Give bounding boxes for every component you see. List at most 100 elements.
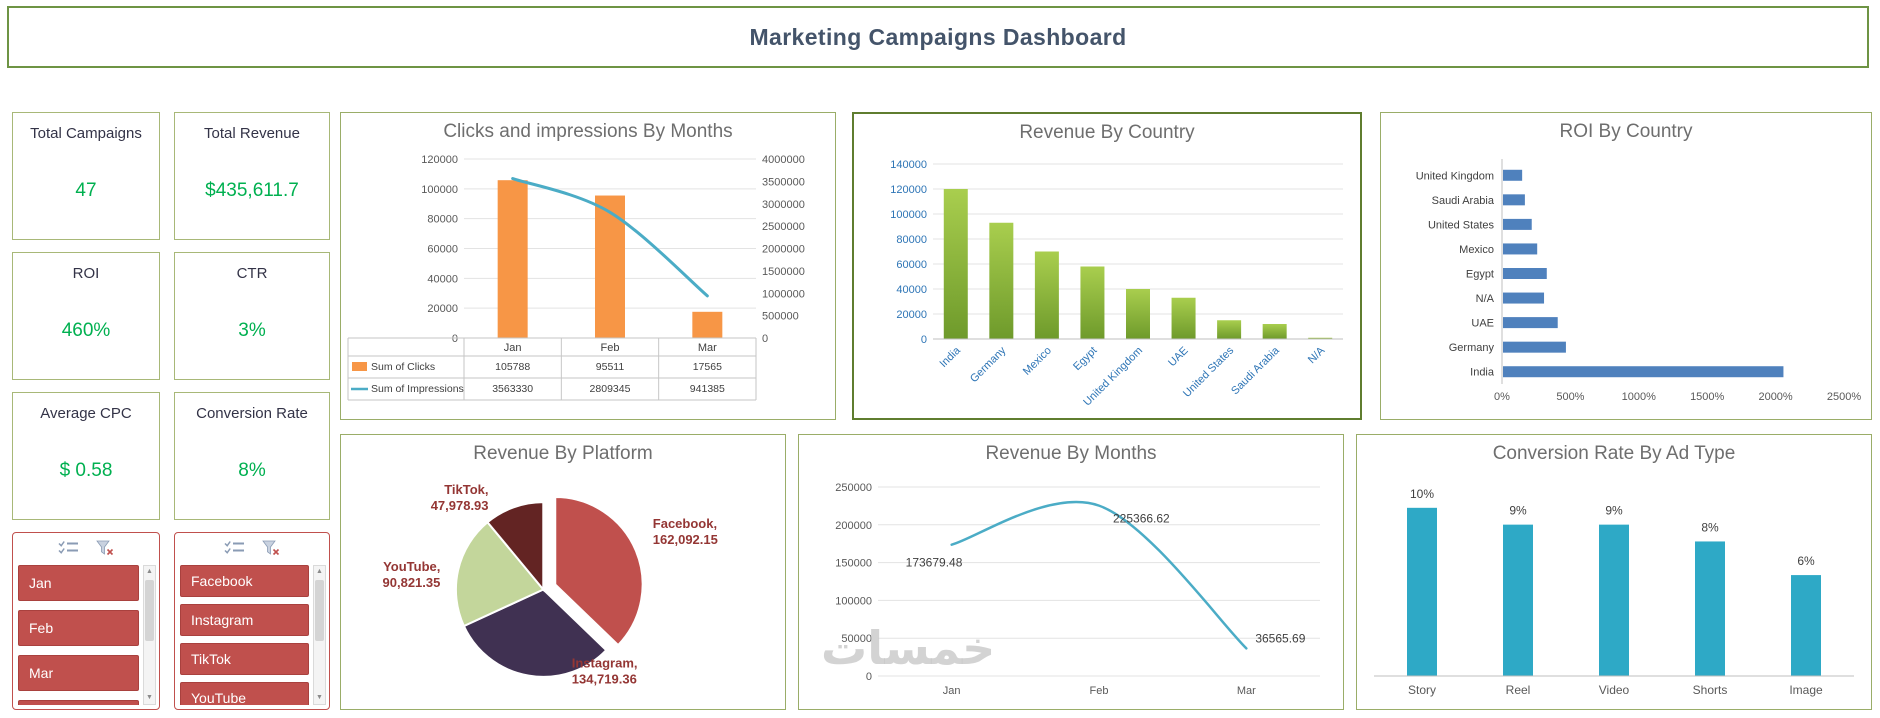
svg-text:Facebook,: Facebook, xyxy=(653,516,717,531)
svg-text:6%: 6% xyxy=(1797,554,1815,568)
svg-text:2000%: 2000% xyxy=(1758,391,1792,403)
kpi-value: $435,611.7 xyxy=(205,180,299,202)
slicer-scrollbar[interactable]: ▲ ▼ xyxy=(143,565,156,705)
svg-text:1500%: 1500% xyxy=(1690,391,1724,403)
slicer-item[interactable]: Jan xyxy=(18,565,139,601)
svg-text:N/A: N/A xyxy=(1306,344,1328,366)
kpi-card-total-campaigns: Total Campaigns 47 xyxy=(12,112,160,240)
kpi-value: 47 xyxy=(75,180,97,202)
svg-text:United Kingdom: United Kingdom xyxy=(1416,170,1494,182)
svg-text:80000: 80000 xyxy=(896,234,927,246)
scroll-thumb[interactable] xyxy=(315,580,324,641)
slicer-item[interactable]: Instagram xyxy=(180,604,309,636)
scroll-down-icon[interactable]: ▼ xyxy=(316,694,323,701)
chart-title-conversion-rate: Conversion Rate By Ad Type xyxy=(1492,443,1736,464)
conversion-rate-chart: 10% Story 9% Reel 9% Video 8% Shorts 6% Image xyxy=(1360,473,1868,706)
slicer-item[interactable]: TikTok xyxy=(180,643,309,675)
svg-text:2500%: 2500% xyxy=(1827,391,1861,403)
svg-text:Jan: Jan xyxy=(943,685,961,697)
kpi-card-ctr: CTR 3% xyxy=(174,252,330,380)
svg-text:1500000: 1500000 xyxy=(762,266,805,278)
slicer-item[interactable]: Mar xyxy=(18,655,139,691)
kpi-card-total-revenue: Total Revenue $435,611.7 xyxy=(174,112,330,240)
slicer-scrollbar[interactable]: ▲ ▼ xyxy=(313,565,326,705)
svg-text:100000: 100000 xyxy=(835,595,872,607)
svg-text:120000: 120000 xyxy=(421,154,458,166)
chart-title-clicks-impressions: Clicks and impressions By Months xyxy=(443,121,733,142)
revenue-by-country-canvas: 0 20000 40000 60000 80000 100000 120000 140000 I… xyxy=(890,159,1343,408)
slicer-item-list-months: Jan Feb Mar xyxy=(18,565,139,705)
kpi-value: 460% xyxy=(61,320,111,342)
conversion-rate-canvas: 10% Story 9% Reel 9% Video 8% Shorts 6% Image xyxy=(1374,487,1854,697)
revenue-by-platform-chart-panel: Revenue By Platform Facebook, 162,092.15 I… xyxy=(340,434,786,710)
svg-text:Reel: Reel xyxy=(1506,683,1531,697)
kpi-card-roi: ROI 460% xyxy=(12,252,160,380)
kpi-label: CTR xyxy=(236,265,268,282)
svg-text:36565.69: 36565.69 xyxy=(1255,631,1305,645)
slicer-item-list-platforms: Facebook Instagram TikTok YouTube xyxy=(180,565,309,705)
slicer-header xyxy=(13,533,159,563)
chart-title-revenue-by-country: Revenue By Country xyxy=(1019,122,1195,143)
svg-text:Jan: Jan xyxy=(504,342,522,354)
scroll-up-icon[interactable]: ▲ xyxy=(146,568,153,575)
svg-text:50000: 50000 xyxy=(841,633,872,645)
slicer-item[interactable]: Facebook xyxy=(180,565,309,597)
clear-filter-icon[interactable] xyxy=(96,540,114,556)
svg-text:9%: 9% xyxy=(1509,504,1527,518)
roi-by-country-canvas: United Kingdom Saudi Arabia United States M… xyxy=(1416,159,1861,403)
svg-text:20000: 20000 xyxy=(427,303,458,315)
roi-by-country-chart-panel: ROI By Country United Kingdom Saudi Arabi… xyxy=(1380,112,1872,420)
slicer-item[interactable] xyxy=(18,700,139,705)
svg-text:250000: 250000 xyxy=(835,482,872,494)
svg-text:Shorts: Shorts xyxy=(1693,683,1728,697)
svg-text:225366.62: 225366.62 xyxy=(1113,512,1170,526)
conversion-rate-chart-panel: Conversion Rate By Ad Type 10% Story 9% Ree… xyxy=(1356,434,1872,710)
svg-text:200000: 200000 xyxy=(835,520,872,532)
slicer-header xyxy=(175,533,329,563)
svg-text:UAE: UAE xyxy=(1471,318,1494,330)
revenue-by-months-chart: 0 50000 100000 150000 200000 250000 Jan Feb Mar 1… xyxy=(802,473,1340,706)
svg-text:500%: 500% xyxy=(1556,391,1584,403)
svg-text:47,978.93: 47,978.93 xyxy=(431,498,489,513)
svg-text:Instagram,: Instagram, xyxy=(572,656,638,671)
clear-filter-icon[interactable] xyxy=(262,540,280,556)
multiselect-icon[interactable] xyxy=(58,540,80,556)
svg-text:Sum of Impressions: Sum of Impressions xyxy=(371,383,464,395)
svg-text:150000: 150000 xyxy=(835,558,872,570)
chart-title-revenue-by-months: Revenue By Months xyxy=(985,443,1157,464)
svg-text:95511: 95511 xyxy=(596,361,625,373)
slicer-item[interactable]: YouTube xyxy=(180,682,309,705)
svg-text:134,719.36: 134,719.36 xyxy=(572,672,637,687)
scroll-up-icon[interactable]: ▲ xyxy=(316,568,323,575)
kpi-card-conversion-rate: Conversion Rate 8% xyxy=(174,392,330,520)
svg-text:TikTok,: TikTok, xyxy=(444,482,488,497)
svg-text:8%: 8% xyxy=(1701,520,1719,534)
kpi-label: Total Revenue xyxy=(204,125,300,142)
kpi-value: $ 0.58 xyxy=(59,460,113,482)
roi-by-country-chart: United Kingdom Saudi Arabia United States M… xyxy=(1384,151,1868,416)
scroll-thumb[interactable] xyxy=(145,580,154,641)
svg-text:0: 0 xyxy=(921,334,927,346)
svg-text:Feb: Feb xyxy=(601,342,620,354)
svg-text:0: 0 xyxy=(866,671,872,683)
scroll-down-icon[interactable]: ▼ xyxy=(146,694,153,701)
svg-text:120000: 120000 xyxy=(890,184,927,196)
multiselect-icon[interactable] xyxy=(224,540,246,556)
chart-title-revenue-by-platform: Revenue By Platform xyxy=(473,443,653,464)
svg-text:3563330: 3563330 xyxy=(492,383,533,395)
svg-text:500000: 500000 xyxy=(762,311,799,323)
svg-text:Mexico: Mexico xyxy=(1459,244,1494,256)
svg-text:10%: 10% xyxy=(1410,487,1434,501)
kpi-value: 8% xyxy=(238,460,266,482)
svg-text:100000: 100000 xyxy=(890,209,927,221)
svg-text:Video: Video xyxy=(1599,683,1630,697)
svg-text:2809345: 2809345 xyxy=(590,383,631,395)
svg-text:162,092.15: 162,092.15 xyxy=(653,532,718,547)
svg-text:17565: 17565 xyxy=(693,361,722,373)
svg-text:0: 0 xyxy=(452,333,458,345)
svg-text:20000: 20000 xyxy=(896,309,927,321)
svg-text:60000: 60000 xyxy=(896,259,927,271)
svg-text:Germany: Germany xyxy=(1449,342,1495,354)
slicer-item[interactable]: Feb xyxy=(18,610,139,646)
svg-text:YouTube,: YouTube, xyxy=(383,559,440,574)
